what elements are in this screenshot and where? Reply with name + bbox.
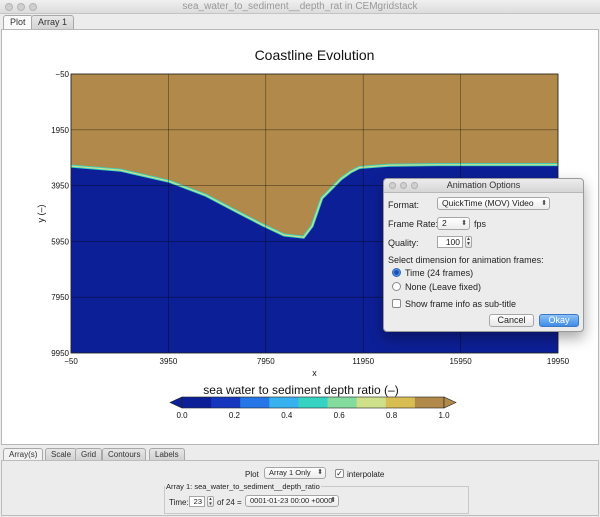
time-label: Time: (169, 498, 189, 507)
of-total-label: of 24 = (217, 498, 242, 507)
radio-time-label[interactable]: Time (24 frames) (405, 268, 474, 278)
cancel-button[interactable]: Cancel (489, 314, 534, 327)
colorbar-segment (182, 397, 212, 408)
tab-plot[interactable]: Plot (3, 15, 33, 29)
colorbar-segment (327, 397, 358, 408)
bottom-tab-bar: Array(s) Scale Grid Contours Labels (0, 448, 600, 460)
plot-mode-label: Plot (245, 470, 259, 479)
array-1-group-label: Array 1: sea_water_to_sediment__depth_ra… (165, 482, 321, 491)
colorbar-segment (269, 397, 299, 408)
tab-arrays[interactable]: Array(s) (3, 448, 44, 460)
plot-mode-select[interactable]: Array 1 Only ⬍ (264, 467, 326, 479)
colorbar-title: sea water to sediment depth ratio (–) (203, 383, 398, 397)
quality-stepper[interactable]: ▲ ▼ (465, 236, 472, 248)
time-input[interactable]: 23 (189, 496, 205, 507)
minimize-window-button[interactable] (17, 3, 25, 11)
format-select-value: QuickTime (MOV) Video (442, 198, 534, 208)
colorbar-segment (414, 397, 445, 408)
dialog-titlebar: Animation Options (384, 179, 583, 193)
top-tab-bar: Plot Array 1 (0, 14, 600, 29)
x-tick-label: −50 (64, 357, 78, 366)
y-tick-label: −50 (55, 70, 69, 79)
colorbar-tick-label: 0.4 (281, 411, 293, 420)
show-frame-info-label[interactable]: Show frame info as sub-title (405, 299, 517, 309)
plot-title: Coastline Evolution (255, 47, 375, 63)
frame-rate-label: Frame Rate: (388, 219, 439, 229)
interpolate-label[interactable]: interpolate (347, 470, 385, 479)
updown-arrows-icon: ⬍ (330, 497, 336, 504)
show-frame-info-checkbox[interactable] (392, 299, 401, 308)
x-tick-label: 15950 (449, 357, 472, 366)
quality-input[interactable]: 100 (437, 236, 463, 248)
dialog-minimize-button[interactable] (400, 182, 407, 189)
colorbar-tick-label: 1.0 (438, 411, 450, 420)
colorbar-under-arrow (169, 396, 183, 409)
colorbar-tick-label: 0.8 (386, 411, 398, 420)
radio-none[interactable] (392, 282, 401, 291)
array-controls-panel: Plot Array 1 Only ⬍ ✓ interpolate Array … (1, 460, 599, 516)
colorbar-segment (240, 397, 270, 408)
window-titlebar: sea_water_to_sediment__depth_rat in CEMg… (0, 0, 600, 14)
y-tick-label: 1950 (51, 126, 69, 135)
time-stepper[interactable]: ▲ ▼ (207, 496, 214, 507)
y-tick-label: 9950 (51, 349, 69, 358)
colorbar-segment (356, 397, 387, 408)
radio-time[interactable] (392, 268, 401, 277)
y-tick-label: 3950 (51, 182, 69, 191)
colorbar-tick-label: 0.2 (229, 411, 241, 420)
tab-grid[interactable]: Grid (75, 448, 103, 460)
tab-contours[interactable]: Contours (102, 448, 147, 460)
plot-mode-value: Array 1 Only (269, 468, 311, 477)
format-select[interactable]: QuickTime (MOV) Video ⬍ (437, 197, 550, 210)
quality-label: Quality: (388, 238, 419, 248)
time-select[interactable]: 0001-01-23 00:00 +0000 ⬍ (245, 495, 339, 507)
colorbar-segment (385, 397, 416, 408)
x-axis-label: x (312, 368, 317, 378)
dialog-title: Animation Options (446, 180, 521, 190)
animation-options-dialog: Animation Options Format: QuickTime (MOV… (383, 178, 584, 332)
time-select-value: 0001-01-23 00:00 +0000 (250, 496, 333, 505)
tab-scale[interactable]: Scale (45, 448, 78, 460)
dialog-zoom-button[interactable] (411, 182, 418, 189)
x-tick-label: 7950 (257, 357, 275, 366)
okay-button[interactable]: Okay (539, 314, 579, 327)
updown-arrows-icon: ⬍ (541, 200, 547, 207)
zoom-window-button[interactable] (29, 3, 37, 11)
tab-labels[interactable]: Labels (149, 448, 185, 460)
colorbar-tick-label: 0.0 (176, 411, 188, 420)
colorbar-segment (211, 397, 241, 408)
frame-rate-select[interactable]: 2 ⬍ (437, 217, 470, 230)
y-tick-label: 7950 (51, 293, 69, 302)
dialog-close-button[interactable] (389, 182, 396, 189)
select-dimension-label: Select dimension for animation frames: (388, 255, 544, 265)
x-tick-label: 11950 (352, 357, 374, 366)
tab-array-1[interactable]: Array 1 (31, 15, 75, 29)
colorbar-segment (298, 397, 329, 408)
radio-none-label[interactable]: None (Leave fixed) (405, 282, 482, 292)
fps-label: fps (474, 219, 487, 229)
interpolate-checkbox[interactable]: ✓ (335, 469, 344, 478)
shoreline-band-inner (70, 164, 558, 238)
colorbar-over-arrow (443, 396, 457, 409)
frame-rate-value: 2 (442, 218, 447, 228)
y-axis-label: y (–) (36, 204, 46, 222)
colorbar-tick-label: 0.6 (334, 411, 346, 420)
checkmark-icon: ✓ (336, 469, 343, 478)
x-tick-label: 3950 (160, 357, 178, 366)
updown-arrows-icon: ⬍ (461, 220, 467, 227)
format-label: Format: (388, 200, 420, 210)
updown-arrows-icon: ⬍ (317, 469, 323, 476)
y-tick-label: 5950 (51, 237, 69, 246)
window-title: sea_water_to_sediment__depth_rat in CEMg… (182, 1, 418, 12)
close-window-button[interactable] (5, 3, 13, 11)
x-tick-label: 19950 (547, 357, 570, 366)
